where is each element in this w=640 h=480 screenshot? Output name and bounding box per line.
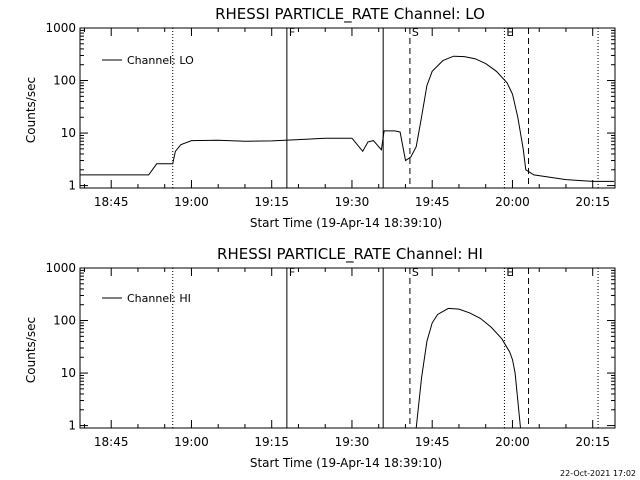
x-tick-label: 19:30 [335, 195, 370, 209]
x-tick-label: 19:30 [335, 435, 370, 449]
x-tick-label: 19:45 [415, 195, 450, 209]
x-tick-label: 19:00 [174, 435, 209, 449]
x-axis-label: Start Time (19-Apr-14 18:39:10) [250, 456, 442, 470]
legend-label: Channel: LO [127, 54, 194, 67]
y-tick-label: 100 [53, 74, 76, 88]
panel-hi: RHESSI PARTICLE_RATE Channel: HI Start T… [24, 245, 616, 470]
x-tick-label: 18:45 [94, 435, 129, 449]
x-tick-label: 20:00 [495, 195, 530, 209]
event-marker-label: S [412, 26, 419, 39]
event-marker-label: S [412, 266, 419, 279]
y-axis-label: Counts/sec [24, 317, 38, 383]
event-marker-label: E [506, 26, 513, 39]
event-marker-label: F [289, 266, 295, 279]
x-tick-label: 19:45 [415, 435, 450, 449]
chart-title: RHESSI PARTICLE_RATE Channel: HI [217, 245, 483, 264]
y-tick-label: 1 [68, 179, 76, 193]
x-tick-label: 20:00 [495, 435, 530, 449]
y-axis-label: Counts/sec [24, 77, 38, 143]
footer-timestamp: 22-Oct-2021 17:02 [560, 469, 636, 478]
event-marker-label: F [289, 26, 295, 39]
data-line [80, 55, 615, 182]
y-tick-label: 10 [61, 366, 76, 380]
x-tick-label: 20:15 [575, 435, 610, 449]
event-marker-label: E [506, 266, 513, 279]
x-tick-label: 18:45 [94, 195, 129, 209]
x-tick-label: 19:15 [254, 435, 289, 449]
legend-label: Channel: HI [127, 292, 191, 305]
y-tick-label: 1000 [45, 261, 76, 275]
x-tick-label: 20:15 [575, 195, 610, 209]
y-tick-label: 10 [61, 126, 76, 140]
y-tick-label: 100 [53, 314, 76, 328]
x-tick-label: 19:15 [254, 195, 289, 209]
y-tick-label: 1 [68, 419, 76, 433]
x-tick-label: 19:00 [174, 195, 209, 209]
y-tick-label: 1000 [45, 21, 76, 35]
chart-title: RHESSI PARTICLE_RATE Channel: LO [215, 5, 485, 24]
data-line [415, 307, 521, 429]
panel-lo: RHESSI PARTICLE_RATE Channel: LO Start T… [24, 5, 616, 230]
x-axis-label: Start Time (19-Apr-14 18:39:10) [250, 216, 442, 230]
